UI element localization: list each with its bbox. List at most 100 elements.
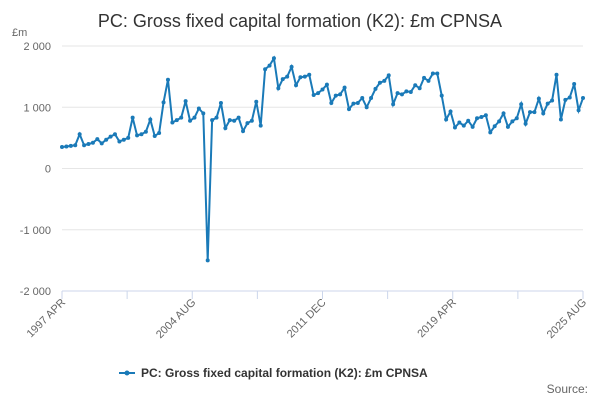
data-point[interactable] — [161, 100, 166, 105]
data-point[interactable] — [364, 105, 369, 110]
data-point[interactable] — [532, 110, 537, 115]
data-point[interactable] — [346, 107, 351, 112]
data-point[interactable] — [108, 134, 113, 139]
data-point[interactable] — [192, 115, 197, 120]
data-point[interactable] — [439, 93, 444, 98]
data-point[interactable] — [60, 145, 64, 150]
data-point[interactable] — [430, 71, 435, 76]
data-point[interactable] — [457, 120, 462, 125]
data-point[interactable] — [139, 132, 144, 137]
data-point[interactable] — [514, 116, 519, 121]
data-point[interactable] — [152, 134, 157, 139]
data-point[interactable] — [510, 119, 515, 124]
data-point[interactable] — [311, 93, 316, 97]
data-point[interactable] — [536, 96, 541, 101]
data-point[interactable] — [90, 140, 95, 145]
data-point[interactable] — [329, 100, 334, 105]
data-point[interactable] — [320, 87, 325, 92]
data-point[interactable] — [95, 137, 100, 142]
data-point[interactable] — [488, 130, 493, 135]
data-point[interactable] — [130, 115, 135, 120]
data-point[interactable] — [148, 117, 153, 122]
data-point[interactable] — [470, 124, 475, 129]
legend[interactable]: PC: Gross fixed capital formation (K2): … — [119, 366, 428, 380]
data-point[interactable] — [157, 130, 162, 135]
data-point[interactable] — [452, 125, 457, 130]
data-point[interactable] — [179, 115, 184, 120]
data-point[interactable] — [298, 75, 303, 80]
data-point[interactable] — [307, 72, 312, 77]
data-point[interactable] — [68, 143, 73, 148]
data-point[interactable] — [333, 93, 338, 98]
data-point[interactable] — [201, 111, 206, 116]
data-point[interactable] — [170, 120, 175, 125]
data-point[interactable] — [227, 118, 232, 123]
data-point[interactable] — [497, 119, 502, 124]
data-point[interactable] — [576, 108, 581, 113]
data-point[interactable] — [86, 142, 91, 146]
data-point[interactable] — [404, 89, 409, 94]
data-point[interactable] — [276, 86, 281, 91]
data-point[interactable] — [519, 102, 524, 107]
data-point[interactable] — [99, 141, 104, 146]
data-point[interactable] — [280, 77, 285, 82]
data-point[interactable] — [448, 109, 453, 114]
data-point[interactable] — [302, 74, 307, 79]
data-point[interactable] — [316, 91, 321, 96]
data-point[interactable] — [236, 115, 241, 120]
data-point[interactable] — [369, 96, 374, 101]
data-point[interactable] — [267, 63, 272, 68]
data-point[interactable] — [64, 144, 69, 149]
data-point[interactable] — [395, 91, 400, 96]
data-point[interactable] — [545, 101, 550, 106]
data-point[interactable] — [271, 56, 276, 61]
data-point[interactable] — [196, 106, 201, 111]
data-point[interactable] — [461, 123, 466, 128]
data-point[interactable] — [567, 95, 572, 100]
data-point[interactable] — [324, 82, 329, 87]
data-point[interactable] — [112, 132, 117, 137]
data-point[interactable] — [382, 78, 387, 83]
data-point[interactable] — [355, 100, 360, 105]
data-point[interactable] — [391, 102, 396, 107]
data-point[interactable] — [294, 83, 299, 88]
data-point[interactable] — [475, 116, 480, 121]
data-point[interactable] — [165, 77, 170, 82]
data-point[interactable] — [572, 81, 577, 86]
data-point[interactable] — [245, 121, 250, 126]
data-point[interactable] — [523, 121, 528, 126]
data-point[interactable] — [135, 133, 140, 138]
data-point[interactable] — [492, 124, 497, 129]
data-point[interactable] — [373, 86, 378, 91]
data-point[interactable] — [479, 115, 484, 120]
data-point[interactable] — [505, 124, 510, 129]
data-point[interactable] — [223, 126, 228, 131]
data-point[interactable] — [174, 118, 179, 123]
data-point[interactable] — [444, 117, 449, 122]
data-point[interactable] — [399, 92, 404, 97]
data-point[interactable] — [466, 118, 471, 123]
data-point[interactable] — [214, 115, 219, 120]
data-point[interactable] — [285, 74, 290, 79]
data-point[interactable] — [205, 258, 210, 263]
data-point[interactable] — [73, 143, 78, 148]
data-point[interactable] — [528, 110, 533, 115]
data-point[interactable] — [386, 73, 391, 78]
data-point[interactable] — [289, 64, 294, 69]
data-point[interactable] — [143, 129, 148, 134]
data-point[interactable] — [422, 75, 427, 80]
data-point[interactable] — [218, 100, 223, 105]
data-point[interactable] — [342, 85, 347, 90]
data-point[interactable] — [104, 137, 109, 142]
data-point[interactable] — [483, 113, 488, 118]
data-point[interactable] — [408, 89, 413, 94]
data-point[interactable] — [413, 83, 418, 88]
data-point[interactable] — [241, 129, 246, 134]
data-point[interactable] — [232, 118, 237, 123]
data-point[interactable] — [263, 67, 268, 72]
data-point[interactable] — [338, 92, 343, 97]
data-point[interactable] — [581, 96, 585, 101]
data-point[interactable] — [426, 78, 431, 83]
data-point[interactable] — [351, 101, 356, 106]
data-point[interactable] — [360, 96, 365, 101]
